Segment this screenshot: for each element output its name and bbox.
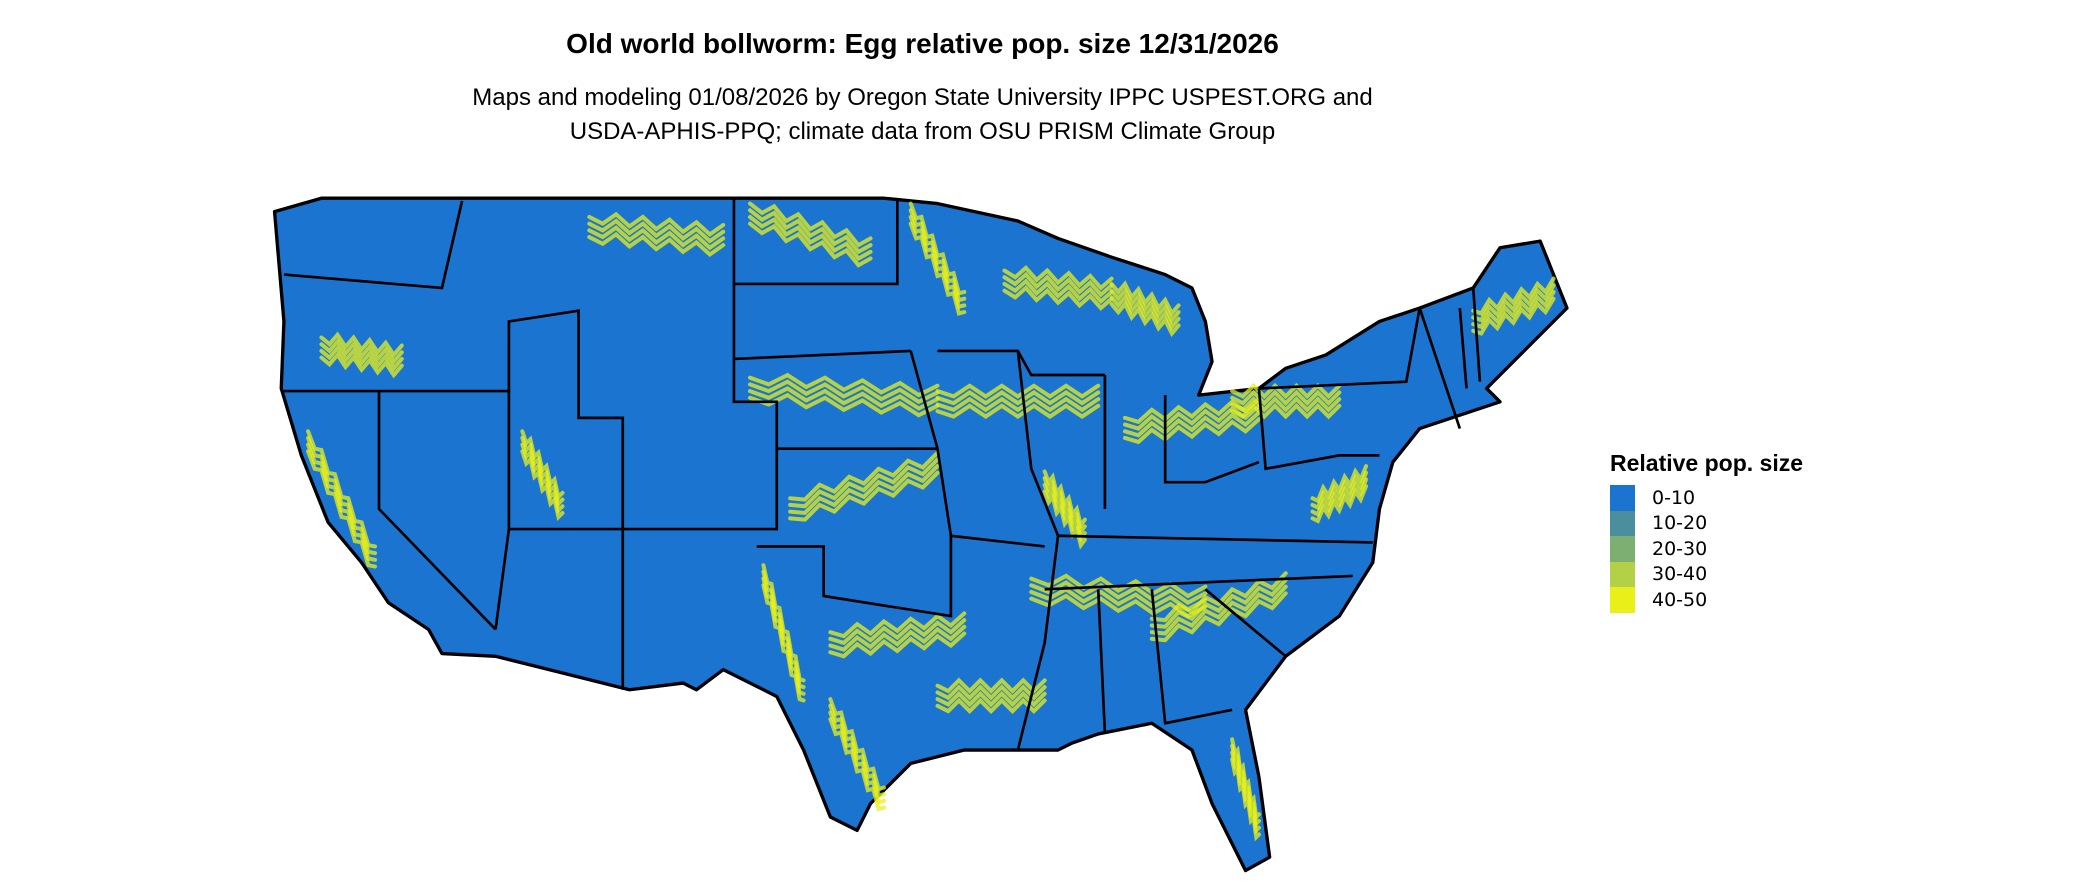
hotspot-band: [319, 344, 404, 372]
hotspot-band: [587, 231, 726, 258]
hotspot-band: [1310, 470, 1369, 511]
hotspot-band: [828, 624, 967, 652]
legend-item: 30-40: [1610, 561, 1803, 587]
hotspot-band: [306, 449, 378, 569]
hotspot-band: [747, 214, 873, 262]
hotspot-band: [828, 717, 886, 812]
legend-swatch: [1610, 510, 1635, 536]
legend-swatch: [1610, 561, 1635, 587]
hotspot-band: [1002, 285, 1114, 311]
hotspot-band: [828, 631, 967, 659]
hotspot-band: [587, 211, 726, 237]
hotspot-band: [935, 684, 1047, 701]
hotspot-band: [1002, 278, 1114, 305]
hotspot-band: [1310, 477, 1369, 518]
legend-label: 40-50: [1652, 588, 1708, 611]
hotspot-band: [1471, 276, 1556, 316]
hotspot-band: [747, 221, 873, 268]
legend-item: 40-50: [1610, 587, 1803, 613]
hotspot-band: [1230, 757, 1261, 842]
legend-label: 10-20: [1652, 512, 1708, 535]
hotspot-band: [828, 611, 967, 639]
hotspot-band: [935, 677, 1047, 694]
hotspot-band: [935, 383, 1101, 399]
hotspot-band: [1029, 586, 1208, 612]
state-borders: [283, 198, 1482, 751]
legend-swatch: [1610, 536, 1635, 562]
hotspot-band: [1002, 271, 1114, 298]
map-subtitle-line2: USDA-APHIS-PPQ; climate data from OSU PR…: [569, 118, 1276, 145]
hotspot-band: [935, 390, 1101, 406]
hotspot-band: [747, 386, 940, 411]
hotspot-band: [1149, 584, 1288, 636]
hotspot-band: [1109, 293, 1181, 331]
hotspot-band: [587, 218, 726, 244]
hotspot-band: [1149, 577, 1288, 629]
hotspot-band: [1471, 283, 1556, 323]
hotspot-band: [1471, 289, 1556, 330]
hotspot-band: [1002, 265, 1114, 291]
hotspot-band: [828, 618, 967, 646]
hotspot-band: [788, 457, 940, 509]
legend-item: 20-30: [1610, 536, 1803, 562]
hotspot-band: [319, 338, 404, 365]
hotspot-band: [1310, 464, 1369, 504]
hotspot-band: [520, 449, 565, 521]
hotspot-band: [1471, 296, 1556, 336]
hotspot-band: [747, 208, 873, 255]
hotspot-band: [788, 464, 940, 516]
legend-item: 0-10: [1610, 485, 1803, 511]
hotspot-band: [788, 450, 940, 502]
hotspot-band: [1109, 280, 1181, 318]
hotspot-band: [587, 225, 726, 251]
legend-label: 30-40: [1652, 563, 1708, 586]
hotspot-band: [908, 221, 967, 316]
hotspot-band: [1122, 410, 1261, 438]
hotspot-band: [747, 392, 940, 418]
hotspot-band: [1109, 286, 1181, 324]
legend-label: 0-10: [1652, 486, 1696, 509]
hotspot-band: [319, 331, 404, 359]
hotspot-band: [935, 697, 1047, 715]
hotspot-band: [1029, 580, 1208, 606]
map-subtitle-line1: Maps and modeling 01/08/2026 by Oregon S…: [472, 84, 1373, 111]
hotspot-band: [1230, 396, 1342, 413]
hotspot-band: [1122, 417, 1261, 445]
legend-swatch: [1610, 485, 1635, 511]
hotspot-band: [761, 583, 806, 703]
hotspot-band: [1042, 489, 1087, 550]
map-title: Old world bollworm: Egg relative pop. si…: [566, 28, 1279, 59]
legend-swatch: [1610, 587, 1635, 613]
hotspot-band: [1029, 573, 1208, 599]
hotspot-band: [935, 690, 1047, 708]
hotspot-band: [1230, 402, 1342, 420]
hotspot-band: [1149, 571, 1288, 623]
legend: Relative pop. size 0-10 10-20 20-30 30-40 40…: [1610, 450, 1803, 613]
hotspot-band: [935, 396, 1101, 413]
hotspot-band: [747, 379, 940, 405]
hotspot-band: [747, 372, 940, 398]
hotspot-band: [935, 403, 1101, 419]
hotspot-band: [747, 201, 873, 248]
legend-item: 10-20: [1610, 510, 1803, 536]
hotspot-band: [1230, 382, 1342, 400]
legend-label: 20-30: [1652, 537, 1708, 560]
hotspot-band: [319, 351, 404, 379]
hotspot-band: [1310, 484, 1369, 524]
hotspot-band: [788, 470, 940, 522]
high-population-patches: [306, 201, 1556, 842]
conus-outline: [272, 196, 1569, 873]
hotspot-band: [1230, 389, 1342, 406]
legend-title: Relative pop. size: [1610, 450, 1804, 476]
hotspot-band: [1149, 591, 1288, 643]
hotspot-band: [1109, 300, 1181, 338]
